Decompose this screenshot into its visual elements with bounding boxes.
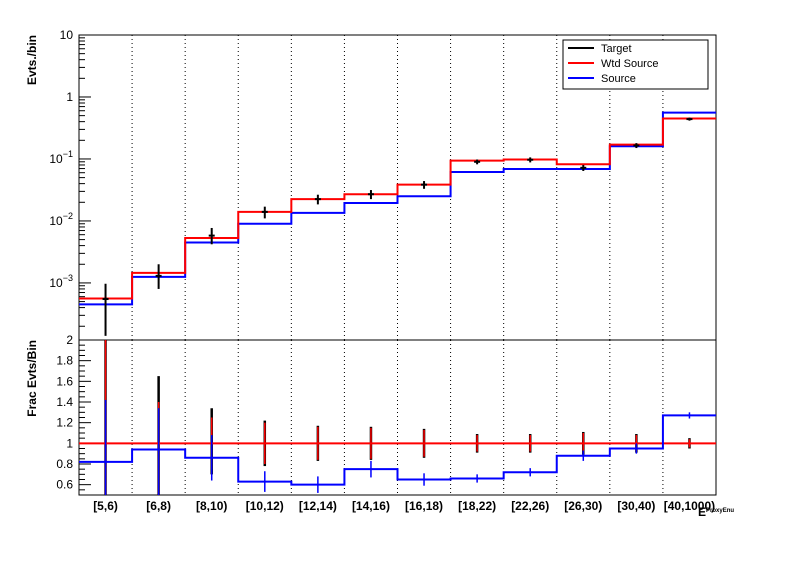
x-tick-label: [6,8) xyxy=(146,499,171,513)
x-tick-label: [12,14) xyxy=(299,499,337,513)
y-axis-label: Evts./bin xyxy=(25,35,39,85)
y-tick-label: 10−3 xyxy=(49,273,73,290)
x-axis-label: EProxyEnu xyxy=(698,505,734,519)
x-tick-label: [16,18) xyxy=(405,499,443,513)
top-panel: 10 1 10−1 10−2 10−3 Evts./bin xyxy=(25,28,717,341)
x-tick-label: [5,6) xyxy=(93,499,118,513)
x-tick-label: [14,16) xyxy=(352,499,390,513)
y-tick-label: 1.8 xyxy=(56,354,73,368)
y-tick-label: 1 xyxy=(66,90,73,104)
x-tick-label: [18,22) xyxy=(458,499,496,513)
y-tick-label: 1 xyxy=(66,436,73,450)
y-tick-label: 10 xyxy=(60,28,74,42)
y-axis-label: Frac Evts/Bin xyxy=(25,340,39,417)
y-tick-label: 1.6 xyxy=(56,374,73,388)
y-tick-label: 0.8 xyxy=(56,457,73,471)
series-line xyxy=(79,414,716,486)
y-tick-label: 0.6 xyxy=(56,478,73,492)
x-tick-label: [30,40) xyxy=(617,499,655,513)
y-tick-label: 10−2 xyxy=(49,211,73,228)
bottom-panel: 0.6 0.8 1 1.2 1.4 1.6 1.8 2 [5,6) [6,8) [8,10) [10,… xyxy=(25,333,734,519)
y-tick-label: 1.4 xyxy=(56,395,73,409)
legend: Target Wtd Source Source xyxy=(562,39,709,90)
y-tick-label: 1.2 xyxy=(56,416,73,430)
series-line xyxy=(79,117,716,300)
x-tick-label: [26,30) xyxy=(564,499,602,513)
legend-label: Wtd Source xyxy=(601,58,658,70)
x-tick-label: [8,10) xyxy=(196,499,227,513)
x-tick-label: [40,1000) xyxy=(664,499,715,513)
y-tick-label: 2 xyxy=(66,333,73,347)
x-tick-label: [10,12) xyxy=(246,499,284,513)
x-tick-label: [22,26) xyxy=(511,499,549,513)
legend-label: Source xyxy=(601,73,636,85)
legend-label: Target xyxy=(601,43,632,55)
y-tick-label: 10−1 xyxy=(49,149,73,166)
